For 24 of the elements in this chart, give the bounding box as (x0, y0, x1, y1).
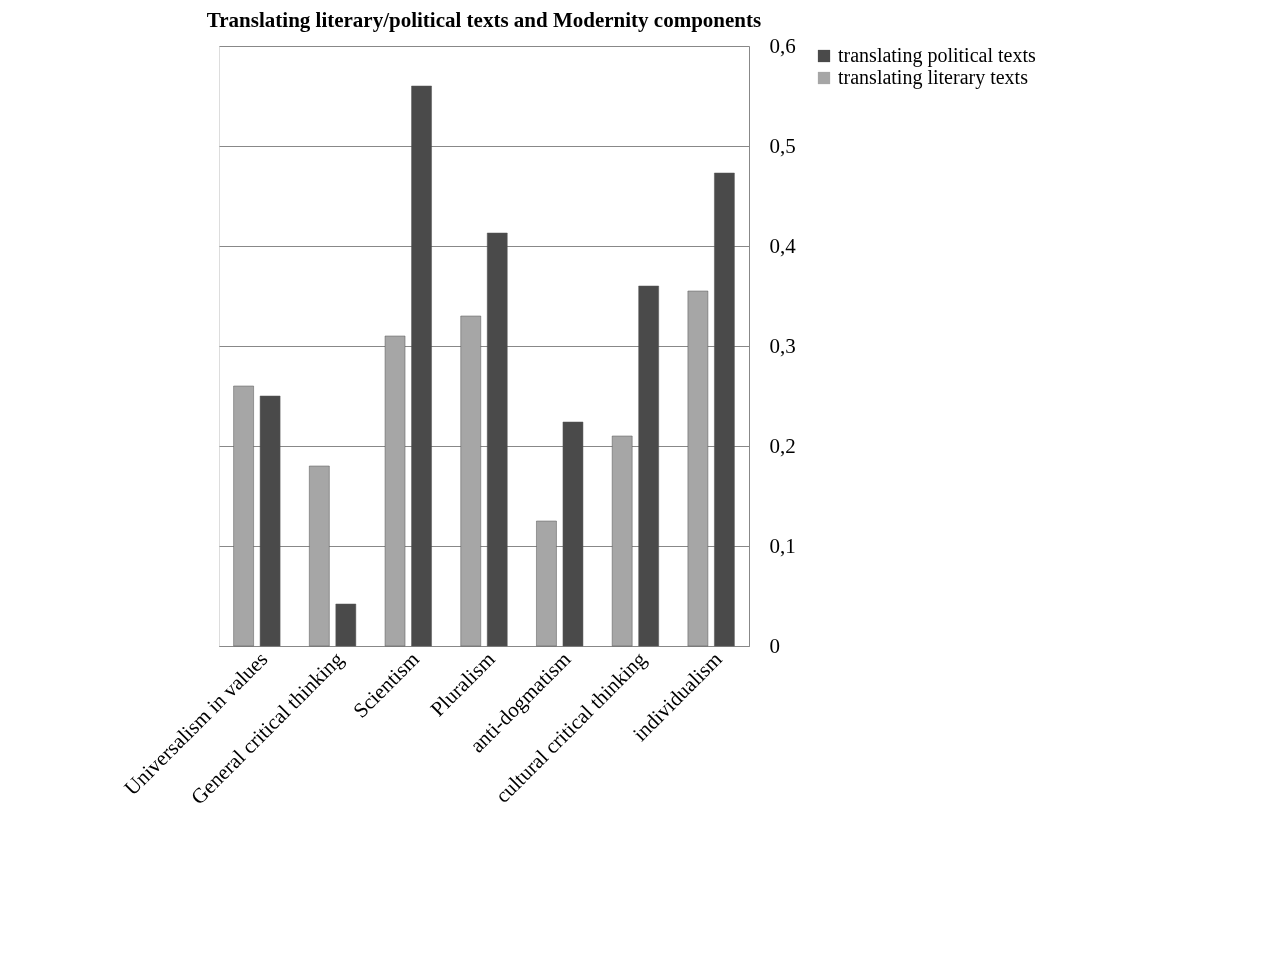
legend-label: translating political texts (838, 44, 1036, 67)
bar (233, 385, 254, 647)
bar (259, 395, 281, 647)
y-tick-label: 0,3 (769, 333, 796, 358)
bar (411, 85, 432, 647)
y-tick-label: 0,2 (769, 433, 796, 458)
bar (562, 421, 584, 647)
bar (309, 465, 330, 647)
bar (611, 435, 633, 647)
bar (487, 232, 508, 647)
bar (536, 520, 557, 647)
chart-title: Translating literary/political texts and Modernity components (206, 8, 762, 32)
bar (714, 172, 735, 647)
bar (384, 335, 406, 647)
bar (460, 315, 481, 647)
bar (638, 285, 659, 647)
y-tick-label: 0 (769, 633, 780, 658)
bar (335, 603, 357, 647)
y-tick-label: 0,5 (769, 133, 796, 158)
legend-label: translating literary texts (838, 66, 1029, 89)
y-tick-label: 0,1 (769, 533, 796, 558)
y-tick-label: 0,6 (769, 33, 796, 58)
bar (687, 290, 709, 647)
y-tick-label: 0,4 (769, 233, 797, 258)
